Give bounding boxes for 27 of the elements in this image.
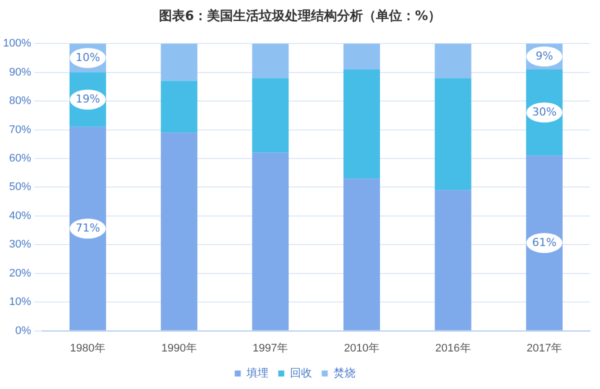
- y-tick-label: 0%: [15, 324, 32, 337]
- y-tick-label: 40%: [9, 210, 32, 222]
- legend-label: 填埋: [245, 366, 268, 380]
- y-tick-label: 50%: [9, 181, 32, 194]
- x-tick-label: 2010年: [344, 342, 380, 354]
- legend-label: 焚烧: [333, 366, 356, 380]
- y-tick-label: 30%: [9, 238, 32, 251]
- data-label: 71%: [76, 221, 100, 234]
- data-label: 10%: [76, 50, 100, 64]
- x-tick-label: 1997年: [252, 342, 288, 354]
- data-label: 30%: [532, 105, 557, 118]
- legend-label: 回收: [290, 368, 312, 380]
- data-label: 19%: [76, 92, 100, 106]
- y-tick-label: 100%: [2, 38, 32, 50]
- y-tick-label: 80%: [9, 95, 32, 108]
- y-tick-label: 90%: [9, 66, 32, 78]
- y-tick-label: 20%: [9, 267, 32, 280]
- data-label: 9%: [536, 49, 554, 62]
- x-tick-label: 2016年: [435, 342, 471, 354]
- chart-title: 图表6：美国生活垃圾处理结构分析（单位：%）: [158, 8, 442, 26]
- y-tick-label: 70%: [9, 124, 32, 136]
- y-tick-label: 60%: [9, 152, 32, 165]
- x-tick-label: 2017年: [526, 342, 562, 354]
- y-tick-label: 10%: [9, 296, 32, 308]
- x-tick-label: 1990年: [161, 342, 197, 354]
- x-tick-label: 1980年: [70, 342, 106, 354]
- data-label: 61%: [532, 236, 557, 249]
